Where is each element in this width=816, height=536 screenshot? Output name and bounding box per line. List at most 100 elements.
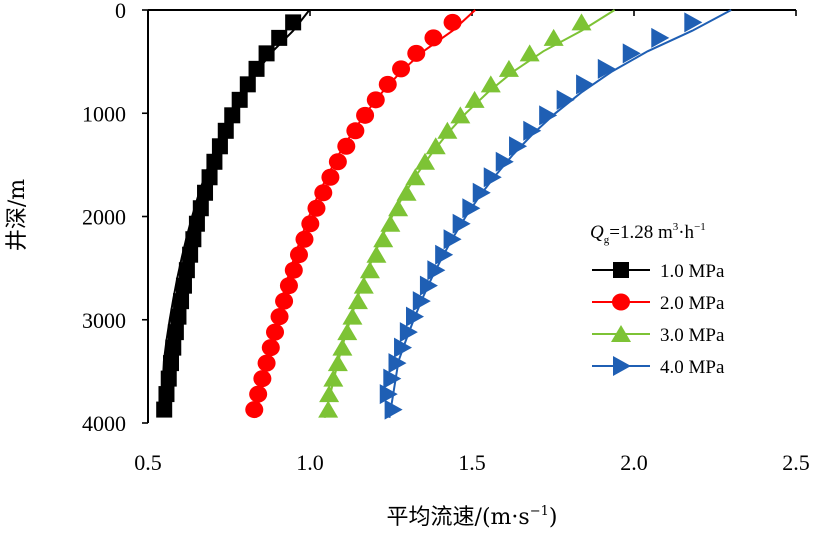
data-point <box>342 307 363 325</box>
data-point <box>323 369 344 387</box>
data-point <box>253 370 272 388</box>
data-point <box>407 44 426 62</box>
series-2 <box>245 9 476 419</box>
data-point <box>435 244 454 265</box>
data-point <box>359 261 380 279</box>
y-tick-label: 2000 <box>82 205 126 230</box>
data-point <box>178 262 195 279</box>
series-4 <box>379 9 732 420</box>
data-point <box>319 385 340 403</box>
data-point <box>295 230 314 248</box>
data-point <box>380 214 401 232</box>
data-point <box>289 246 308 264</box>
data-point <box>472 182 491 203</box>
legend-entry: 1.0 MPa <box>592 261 725 282</box>
data-point <box>464 90 485 108</box>
data-point <box>622 43 641 64</box>
y-tick-label: 0 <box>115 0 126 23</box>
data-point <box>373 230 394 248</box>
data-point <box>523 120 542 141</box>
series-1 <box>156 9 311 418</box>
data-point <box>399 322 418 343</box>
data-point <box>443 13 462 31</box>
data-point <box>495 151 514 172</box>
data-point <box>175 277 192 294</box>
y-tick-label: 4000 <box>82 411 126 436</box>
data-point <box>384 399 403 420</box>
data-point <box>366 91 385 109</box>
data-point <box>224 107 241 124</box>
legend-marker <box>612 293 630 311</box>
legend-label: 1.0 MPa <box>660 261 725 282</box>
data-point <box>231 91 248 108</box>
data-point <box>285 14 302 31</box>
data-point <box>419 275 438 296</box>
data-point <box>347 292 368 310</box>
x-axis-title: 平均流速/(m·s−1) <box>387 504 558 530</box>
data-point <box>539 105 558 126</box>
series-line <box>254 9 476 419</box>
data-point <box>182 246 199 263</box>
data-point <box>173 293 190 310</box>
data-point <box>257 354 276 372</box>
data-point <box>571 13 592 31</box>
data-point <box>597 58 616 79</box>
data-point <box>301 215 320 233</box>
data-point <box>185 231 202 248</box>
data-point <box>211 138 228 155</box>
data-point <box>321 168 340 186</box>
data-point <box>378 75 397 93</box>
data-point <box>327 354 348 372</box>
data-point <box>328 153 347 171</box>
data-point <box>271 29 288 46</box>
data-point <box>406 306 425 327</box>
data-point <box>394 337 413 358</box>
data-point <box>498 59 519 77</box>
data-point <box>249 385 268 403</box>
legend-marker <box>613 262 629 278</box>
data-point <box>480 75 501 93</box>
data-point <box>450 106 471 124</box>
series-line <box>160 9 311 413</box>
x-tick-label: 1.5 <box>458 450 486 475</box>
legend-title: Qg=1.28 m3·h−1 <box>590 221 706 246</box>
data-point <box>356 106 375 124</box>
data-point <box>201 169 218 186</box>
data-point <box>462 198 481 219</box>
y-tick-label: 3000 <box>82 308 126 333</box>
data-point <box>543 28 564 46</box>
data-point <box>318 400 339 418</box>
data-point <box>519 44 540 62</box>
data-point <box>483 167 502 188</box>
data-point <box>307 199 326 217</box>
data-point <box>405 168 426 186</box>
legend-label: 4.0 MPa <box>660 357 725 378</box>
series-layer <box>156 9 732 420</box>
data-point <box>388 353 407 374</box>
data-point <box>163 355 180 372</box>
data-point <box>425 137 446 155</box>
legend-entry: 3.0 MPa <box>592 325 725 346</box>
legend-entry: 4.0 MPa <box>592 356 725 378</box>
legend-label: 2.0 MPa <box>660 293 725 314</box>
data-point <box>160 370 177 387</box>
data-point <box>275 292 294 310</box>
data-point <box>509 136 528 157</box>
data-point <box>556 89 575 110</box>
data-point <box>396 183 417 201</box>
data-point <box>197 184 214 201</box>
data-point <box>206 153 223 170</box>
y-tick-label: 1000 <box>82 101 126 126</box>
data-point <box>156 401 173 418</box>
data-point <box>279 277 298 295</box>
data-point <box>452 213 471 234</box>
data-point <box>192 200 209 217</box>
data-point <box>158 386 175 403</box>
data-point <box>284 261 303 279</box>
legend-entry: 2.0 MPa <box>592 293 725 314</box>
y-axis-title: 井深/m <box>5 179 30 251</box>
data-point <box>266 323 285 341</box>
data-point <box>443 229 462 250</box>
